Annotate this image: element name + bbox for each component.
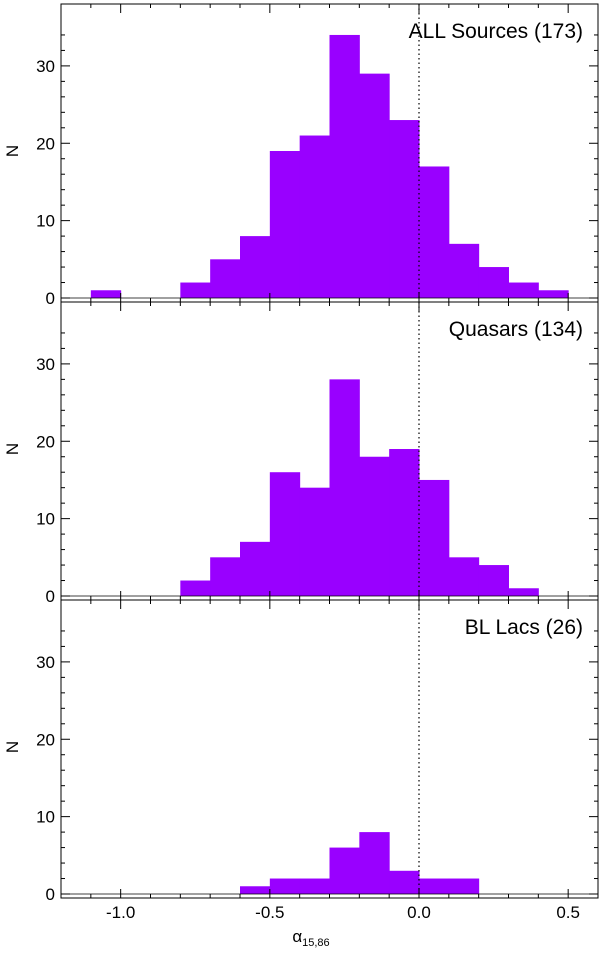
histogram-bar [240,886,271,894]
y-tick-label: 30 [36,653,55,672]
histogram-bar [419,878,450,894]
histogram-bar [299,878,330,894]
y-tick-label: 20 [36,432,55,451]
histogram-bar [180,282,211,298]
y-tick-label: 20 [36,730,55,749]
histogram-bar [210,259,241,298]
histogram-bar [389,449,420,596]
histogram-bar [448,243,480,298]
y-axis-label: N [3,443,22,455]
panel-3: 0 10 20 30 N BL Lacs (26) [3,599,599,904]
y-tick-label: 0 [46,289,55,308]
histogram-bar [180,580,211,596]
y-tick-label: 0 [46,885,55,904]
panel-title: ALL Sources (173) [409,20,583,43]
histogram-bar [419,166,450,298]
histogram-bar [240,541,271,596]
y-tick-label: 30 [36,57,55,76]
x-axis-label: α15,86 [292,927,329,949]
y-tick-label: 0 [46,587,55,606]
histogram-bar [508,588,539,596]
histogram-bar [299,135,330,298]
x-tick-label: -0.5 [255,903,284,922]
histogram-bar [448,557,480,596]
histogram-bar [389,120,420,298]
histogram-bar [210,557,241,596]
histogram-bar [359,456,390,596]
histogram-bar [269,151,301,298]
y-tick-label: 10 [36,510,55,529]
histogram-bar [329,34,360,299]
panel-title: Quasars (134) [449,318,583,341]
y-tick-label: 30 [36,355,55,374]
x-tick-label: 0.0 [407,903,431,922]
histogram-bar [269,472,301,596]
y-tick-label: 10 [36,808,55,827]
y-axis-label: N [3,741,22,753]
histogram-bar [90,290,122,298]
histogram-bar [299,487,330,596]
histogram-bar [359,73,390,298]
histogram-bar [389,870,420,894]
histogram-bar [538,290,569,298]
x-tick-label: -1.0 [106,903,135,922]
x-tick-label: 0.5 [556,903,580,922]
histogram-bar [269,878,301,894]
histogram-bar [240,236,271,298]
histogram-bar [359,832,390,894]
histogram-bar [448,878,480,894]
histogram-bar [329,847,360,894]
histogram-bar [508,282,539,298]
y-axis-label: N [3,145,22,157]
panel-2: 0 10 20 30 N Quasars (134) [3,301,599,606]
panel-title: BL Lacs (26) [465,616,583,639]
panel-1: 0 10 20 30 N ALL Sources (173) [3,3,599,308]
histogram-bar [329,379,360,596]
histogram-bar [478,565,509,596]
histogram-bar [419,479,450,596]
histogram-bar [478,267,509,298]
y-tick-label: 10 [36,212,55,231]
y-tick-label: 20 [36,134,55,153]
